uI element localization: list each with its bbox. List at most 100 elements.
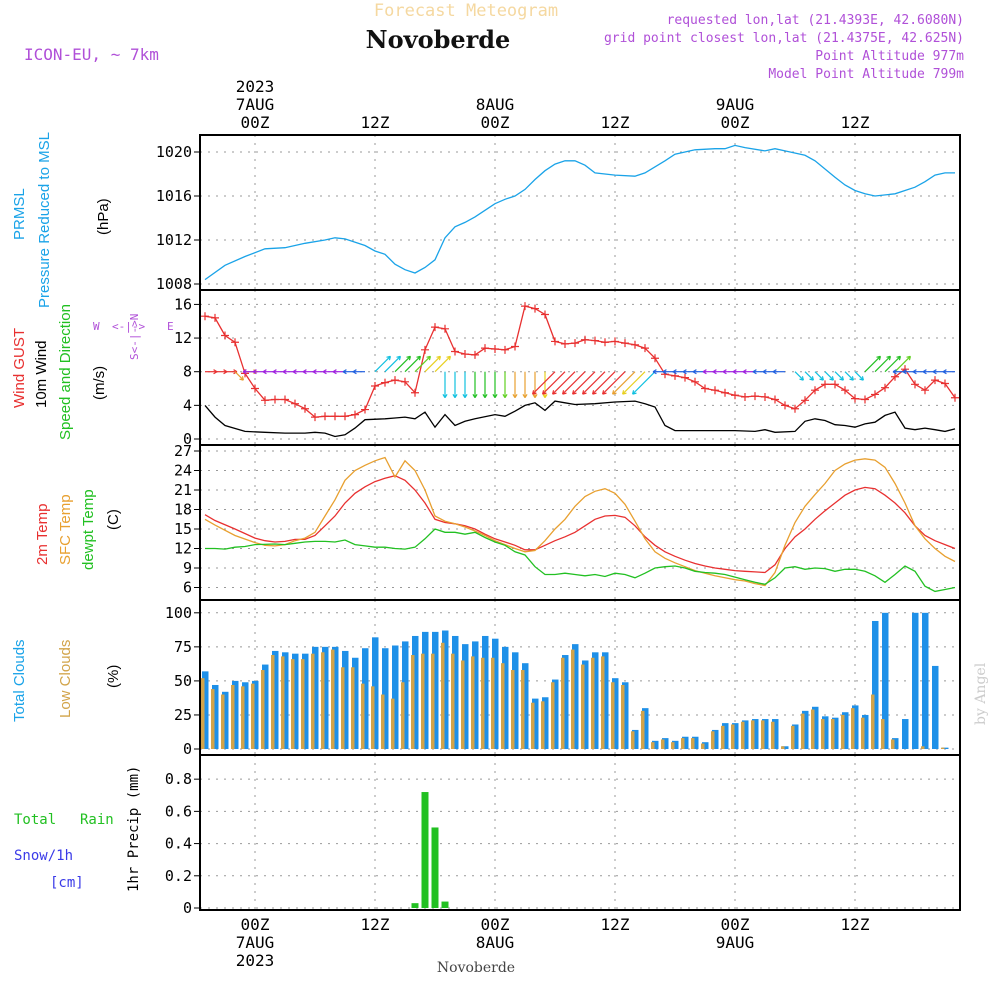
low-cloud-bar (331, 649, 335, 749)
gust-point (481, 344, 489, 353)
wind-dir-label: Speed and Direction (57, 304, 74, 440)
low-cloud-bar (801, 713, 805, 749)
wind-arrow-head (762, 369, 767, 375)
wind-arrow-head (892, 369, 897, 375)
gust-point (641, 344, 649, 353)
wind-arrow-head (446, 355, 451, 361)
gust-point (821, 380, 829, 389)
total-cloud-bar (932, 665, 939, 749)
precip-axis-label: 1hr Precip (mm) (126, 766, 142, 892)
wind-arrow-head (906, 355, 911, 361)
total-cloud-bar (842, 712, 849, 749)
wind-arrow-head (592, 390, 597, 395)
wind-arrow (632, 371, 656, 395)
precip-panel: 0 0.2 0.4 0.6 0.8 (165, 754, 961, 917)
low-cloud-bar (851, 708, 855, 749)
total-cloud-bar (802, 710, 809, 749)
low-cloud-bar (361, 683, 365, 749)
low-cloud-bar (701, 743, 705, 749)
low-cloud-bar (841, 714, 845, 749)
total-cloud-bar (872, 620, 879, 749)
low-cloud-bar (811, 709, 815, 749)
pressure-ytick-label: 1020 (156, 143, 192, 161)
gust-point (541, 310, 549, 319)
requested-coords: requested lon,lat (21.4393E, 42.6080N) (667, 13, 964, 28)
gust-point (261, 396, 269, 405)
wind-arrow-head (839, 376, 844, 381)
wind-arrow-head (752, 369, 757, 375)
top-year-label: 2023 (236, 77, 275, 96)
gust-point (531, 304, 539, 313)
wind-arrow (834, 371, 844, 381)
wind-arrow-head (819, 376, 824, 381)
low-cloud-bar (641, 710, 645, 749)
low-cloud-bar (411, 655, 415, 749)
wind-arrow-head (632, 390, 637, 395)
wind-arrow-head (252, 369, 257, 375)
wind-arrow-head (426, 355, 431, 361)
bottom-time-label: 12Z (361, 915, 390, 934)
cloud-labels: Total Clouds Low Clouds (%) (11, 639, 122, 722)
footer-location: Novoberde (437, 960, 515, 976)
gust-point (631, 340, 639, 349)
total-cloud-bar (822, 716, 829, 749)
total-cloud-bar (242, 682, 249, 749)
low-cloud-bar (431, 653, 435, 749)
wind-arrow (532, 371, 556, 395)
wind-arrow-head (896, 355, 901, 361)
gust-point (351, 410, 359, 419)
total-cloud-bar (562, 655, 569, 749)
compass-ns: S<-|->N (128, 314, 141, 360)
low-cloud-bar (351, 667, 355, 749)
gust-point (391, 376, 399, 385)
gust-point (781, 401, 789, 410)
total-cloud-bar (602, 652, 609, 749)
gust-point (681, 373, 689, 382)
pressure-series-line (204, 144, 955, 281)
low-cloud-bar (941, 747, 945, 749)
wind-arrow (874, 355, 891, 373)
gust-point (721, 388, 729, 397)
gust-point (291, 399, 299, 408)
gust-point (471, 350, 479, 359)
wind-arrow (374, 355, 391, 373)
gust-point (301, 404, 309, 413)
temp-ytick-label: 6 (183, 579, 192, 597)
temp-unit-label: (C) (105, 509, 122, 530)
low-cloud-bar (741, 721, 745, 749)
wind-ytick-label: 12 (174, 329, 192, 347)
rain-bar (411, 903, 419, 908)
gust-point (211, 313, 219, 322)
gust-point (831, 380, 839, 389)
wind-arrow-head (312, 369, 317, 375)
total-cloud-bar (742, 720, 749, 749)
total-cloud-bar (382, 648, 389, 749)
total-cloud-bar (372, 637, 379, 749)
wind-arrow-head (522, 393, 528, 399)
total-cloud-bar (412, 635, 419, 749)
wind-arrow (562, 371, 586, 395)
wind-arrow (592, 371, 616, 395)
location-title: Novoberde (366, 25, 511, 54)
wind-arrow (894, 355, 911, 373)
wind-arrow (414, 355, 431, 373)
precip-ytick-label: 0.2 (165, 867, 192, 885)
low-cloud-bar (571, 649, 575, 749)
wind-arrow (582, 371, 606, 395)
total-cloud-bar (402, 641, 409, 749)
total-cloud-bar (692, 736, 699, 749)
wind-arrow-head (262, 369, 267, 375)
top-date-label: 9AUG (716, 95, 755, 114)
wind-arrow-head (442, 393, 448, 399)
gust-point (491, 344, 499, 353)
wind-arrow (542, 371, 566, 395)
wind-arrow (794, 371, 804, 381)
total-clouds-label: Total Clouds (11, 639, 28, 722)
low-cloud-bar (401, 682, 405, 749)
total-cloud-bar (902, 719, 909, 749)
total-cloud-bar (572, 644, 579, 749)
low-cloud-bar (821, 719, 825, 749)
